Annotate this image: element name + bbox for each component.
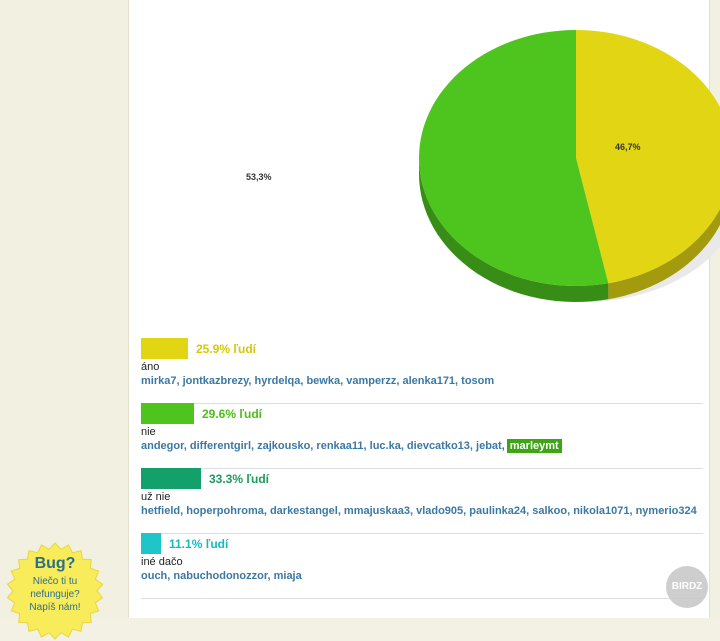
- highlighted-voter[interactable]: marleymt: [506, 439, 562, 453]
- watermark-logo: BIRDZ: [666, 566, 708, 608]
- poll-option-ine-daco: 11.1% ľudí iné dačo ouch, nabuchodonozzo…: [141, 533, 703, 599]
- voter-list[interactable]: ouch, nabuchodonozzor, miaja: [141, 570, 302, 582]
- poll-option-nie: 29.6% ľudí nie andegor, differentgirl, z…: [141, 403, 703, 469]
- voters-text[interactable]: ouch, nabuchodonozzor, miaja: [141, 570, 302, 582]
- bug-report-badge[interactable]: Bug? Niečo ti tu nefunguje? Napíš nám!: [5, 541, 105, 641]
- pie-side-1: [419, 156, 609, 302]
- voters-text[interactable]: mirka7, jontkazbrezy, hyrdelqa, bewka, v…: [141, 375, 495, 387]
- vote-percent: 29.6% ľudí: [202, 407, 262, 421]
- pie-slice-0: [576, 30, 720, 284]
- bug-title: Bug?: [34, 555, 76, 572]
- left-sidebar-strip: [0, 0, 128, 618]
- poll-results-panel: 53,3% 46,7% 25.9% ľudí áno mirka7, jontk…: [128, 0, 720, 618]
- pie-label-ano: 46,7%: [615, 142, 641, 152]
- poll-option-ano: 25.9% ľudí áno mirka7, jontkazbrezy, hyr…: [141, 338, 703, 404]
- voter-list[interactable]: mirka7, jontkazbrezy, hyrdelqa, bewka, v…: [141, 375, 494, 387]
- right-sidebar-strip: [709, 0, 720, 618]
- pie-label-nie: 53,3%: [246, 172, 272, 182]
- bug-line-1: Niečo ti tu: [32, 576, 78, 587]
- pie-slice-1: [418, 30, 609, 286]
- bug-line-2: nefunguje?: [30, 589, 80, 600]
- pie-side-0: [608, 208, 720, 300]
- option-name: nie: [141, 426, 156, 438]
- voters-text[interactable]: hetfield, hoperpohroma, darkestangel, mm…: [141, 505, 697, 517]
- bug-line-3: Napíš nám!: [29, 602, 81, 613]
- vote-percent: 25.9% ľudí: [196, 342, 256, 356]
- vote-bar: [141, 403, 194, 424]
- vote-bar: [141, 468, 201, 489]
- option-name: už nie: [141, 491, 171, 503]
- vote-bar: [141, 338, 188, 359]
- poll-option-uz-nie: 33.3% ľudí už nie hetfield, hoperpohroma…: [141, 468, 703, 534]
- voters-text[interactable]: andegor, differentgirl, zajkousko, renka…: [141, 440, 505, 452]
- vote-percent: 11.1% ľudí: [169, 537, 229, 551]
- option-name: áno: [141, 361, 160, 373]
- option-name: iné dačo: [141, 556, 183, 568]
- vote-bar: [141, 533, 161, 554]
- voter-list[interactable]: andegor, differentgirl, zajkousko, renka…: [141, 439, 562, 453]
- vote-percent: 33.3% ľudí: [209, 472, 269, 486]
- pie-chart: [418, 30, 720, 302]
- voter-list[interactable]: hetfield, hoperpohroma, darkestangel, mm…: [141, 505, 697, 517]
